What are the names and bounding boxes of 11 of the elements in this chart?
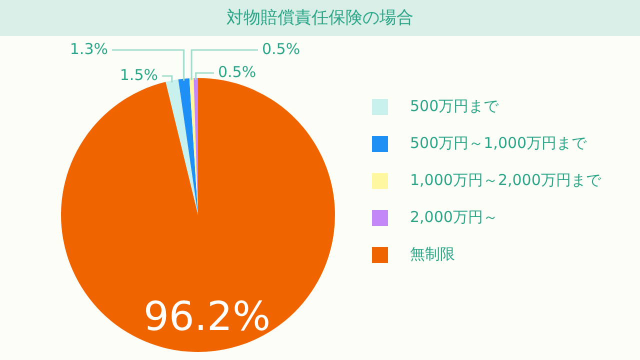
legend-label: 1,000万円～2,000万円まで [410,171,601,190]
data-label: 1.3% [70,40,108,58]
data-label: 0.5% [262,40,300,58]
data-label: 1.5% [120,66,158,84]
legend-label: 500万円まで [410,97,499,116]
chart-title: 対物賠償責任保険の場合 [0,0,640,36]
legend-label: 500万円～1,000万円まで [410,134,587,153]
legend-label: 2,000万円～ [410,208,498,227]
legend-label: 無制限 [410,245,455,264]
data-label: 0.5% [218,62,256,81]
data-label: 96.2% [143,294,271,340]
